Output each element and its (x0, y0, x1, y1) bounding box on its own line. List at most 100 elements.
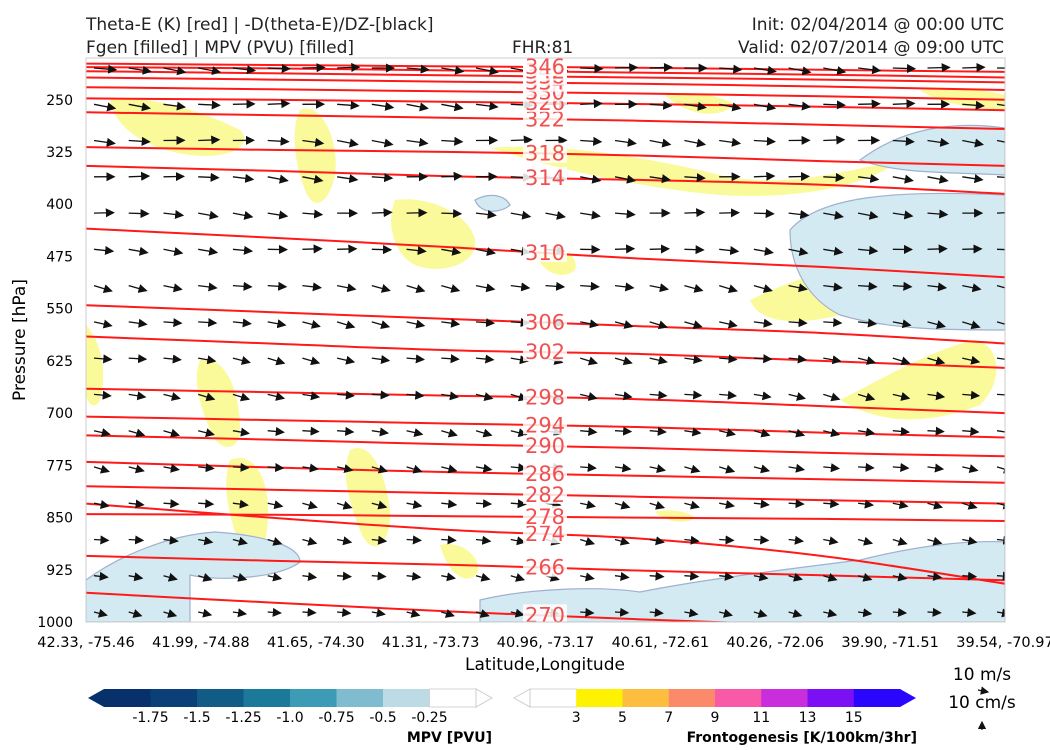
wind-vector (580, 210, 601, 220)
wind-vector (475, 66, 499, 76)
wind-vector (267, 99, 291, 109)
wind-vector (580, 356, 598, 366)
wind-vector (93, 319, 113, 329)
wind-vector (580, 136, 603, 146)
wind-vector (684, 464, 701, 474)
colorbar-segment (622, 689, 670, 707)
wind-vector (857, 427, 876, 437)
wind-vector (198, 463, 215, 473)
colorbar-segment (715, 689, 762, 707)
wind-vector (719, 208, 740, 218)
wind-vector (996, 212, 1005, 214)
wind-vector (163, 609, 178, 618)
wind-vector (614, 571, 630, 581)
wind-vector (371, 245, 393, 255)
wind-vector (406, 571, 422, 581)
wind-vector (371, 608, 386, 618)
wind-vector (823, 135, 846, 145)
contour-label: 274 (525, 522, 565, 546)
wind-vector (475, 283, 496, 293)
contour-label: 346 (525, 55, 565, 79)
wind-vector (128, 102, 151, 112)
contour-label-bg (523, 142, 567, 163)
contour-label-bg (523, 604, 567, 625)
wind-vector (892, 426, 910, 436)
wind-vector (163, 463, 180, 473)
wind-vector (441, 136, 464, 146)
fgen-colorbar-title: Frontogenesis [K/100km/3hr] (687, 730, 917, 746)
wind-vector (93, 464, 110, 474)
wind-vector (684, 571, 700, 581)
wind-vector (996, 248, 1005, 251)
colorbar-tick-label: -1.5 (183, 710, 210, 726)
wind-vector (475, 392, 494, 401)
wind-vector (337, 244, 358, 254)
wind-vector (823, 246, 844, 256)
wind-vector (892, 210, 914, 220)
wind-vector (302, 391, 321, 401)
wind-vector (406, 284, 426, 294)
wind-vector (927, 209, 949, 219)
wind-vector (406, 102, 429, 112)
wind-vector (892, 462, 910, 473)
x-tick-label: 39.90, -71.51 (841, 635, 938, 651)
x-tick-label: 41.99, -74.88 (152, 635, 249, 651)
wind-vector (927, 356, 946, 366)
contour-label: 270 (525, 603, 565, 627)
wind-vector (753, 354, 773, 364)
colorbar-segment (529, 688, 578, 708)
contour-label: 266 (525, 556, 565, 580)
wind-vector (719, 354, 738, 364)
contour-label: 306 (525, 311, 565, 335)
wind-vector (684, 354, 703, 364)
wind-vector (823, 573, 838, 582)
wind-vector (858, 462, 875, 472)
filled-region (479, 540, 1005, 622)
wind-vector (441, 428, 458, 438)
wind-vector (580, 537, 596, 546)
wind-vector (753, 499, 770, 509)
wind-vector (163, 392, 181, 401)
wind-vector (128, 535, 145, 545)
wind-vector (336, 536, 353, 546)
y-tick-label: 775 (46, 458, 73, 474)
wind-vector (232, 210, 254, 220)
wind-vector (684, 101, 707, 111)
wind-vector (823, 66, 847, 76)
wind-vector (580, 319, 599, 329)
wind-vector (93, 535, 110, 545)
wind-vector (163, 247, 184, 256)
x-tick-label: 40.26, -72.06 (727, 635, 824, 651)
wind-vector (580, 426, 598, 437)
wind-vector (406, 137, 429, 147)
wind-vector (441, 464, 458, 474)
wind-vector (302, 571, 318, 581)
wind-vector (684, 500, 700, 510)
y-tick-label: 400 (46, 197, 73, 213)
init-time: Init: 02/04/2014 @ 00:00 UTC (751, 15, 1004, 35)
wind-vector (232, 173, 255, 183)
wind-vector (475, 499, 493, 509)
colorbar-segment (243, 689, 291, 707)
wind-vector (719, 64, 743, 74)
contour-label: 314 (525, 166, 565, 190)
wind-vector (614, 426, 633, 436)
wind-vector (927, 244, 948, 254)
colorbar-segment (383, 689, 430, 707)
contour-label-bg (523, 414, 567, 435)
colorbar-end (512, 688, 531, 708)
wind-vector (892, 99, 916, 109)
wind-vector (823, 392, 841, 402)
wind-vector (580, 500, 596, 510)
wind-vector (823, 317, 843, 328)
contour-label-bg (523, 311, 567, 332)
wind-vector (163, 572, 178, 582)
colorbar-end (900, 689, 916, 707)
wind-vector (232, 572, 248, 582)
y-tick-label: 250 (46, 93, 73, 109)
wind-vector (267, 356, 286, 366)
wind-vector (336, 320, 356, 330)
wind-vector (927, 320, 946, 329)
wind-vector (857, 356, 876, 365)
